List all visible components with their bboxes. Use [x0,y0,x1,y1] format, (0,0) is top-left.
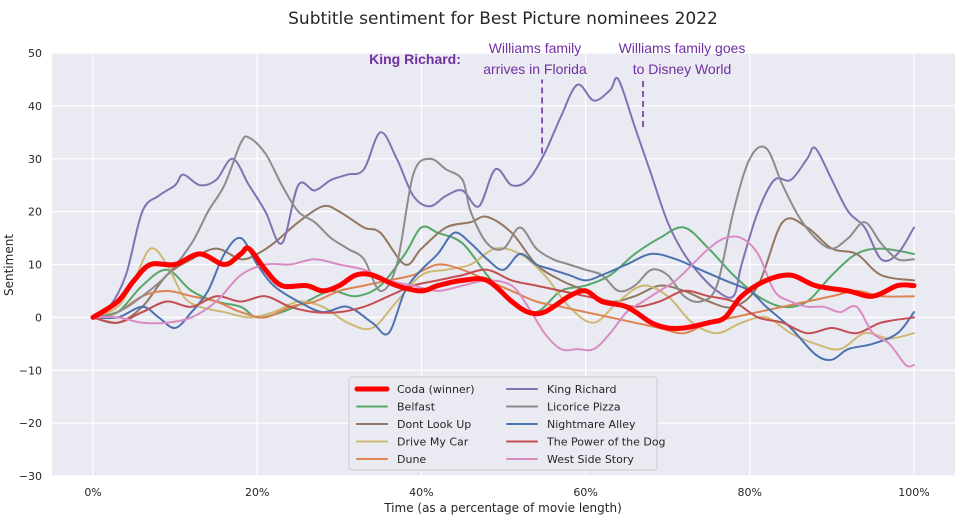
legend-label: Licorice Pizza [547,401,621,414]
series-line-belfast [92,225,915,319]
chart-title: Subtitle sentiment for Best Picture nomi… [288,9,718,29]
legend-label: The Power of the Dog [546,436,666,449]
y-tick-label: −10 [19,364,42,377]
legend-label: Belfast [397,401,436,414]
legend-label: King Richard [547,383,617,396]
x-tick-label: 60% [573,486,597,499]
y-tick-label: 0 [35,311,42,324]
y-tick-label: 20 [28,206,42,219]
legend-label: Coda (winner) [397,383,475,396]
series-lines [90,76,917,368]
annotation-text: Williams family goes [619,40,746,56]
y-axis-label: Sentiment [2,234,16,296]
series-line-nightmare-alley [92,231,915,361]
x-tick-label: 100% [898,486,929,499]
legend: Coda (winner) Belfast Dont Look Up Drive My… [348,376,666,471]
y-tick-label: 40 [28,100,42,113]
y-tick-labels: −30 −20 −10 0 10 20 30 40 50 [19,47,42,483]
x-tick-label: 0% [84,486,101,499]
y-tick-label: −20 [19,417,42,430]
series-line-dont-look-up [92,204,915,324]
annotation-label: King Richard: [369,51,461,67]
series-line-the-power-of-the-dog [92,268,915,335]
x-tick-label: 20% [245,486,269,499]
legend-label: Nightmare Alley [547,418,636,431]
series-line-west-side-story [92,235,915,368]
x-tick-labels: 0% 20% 40% 60% 80% 100% [84,486,929,499]
legend-label: West Side Story [547,453,634,466]
series-line-licorice-pizza [92,135,915,319]
x-tick-label: 40% [409,486,433,499]
y-tick-label: 50 [28,47,42,60]
x-axis-label: Time (as a percentage of movie length) [383,501,622,515]
annotation-text: to Disney World [633,61,732,77]
x-tick-label: 80% [738,486,762,499]
annotation-text: Williams family [489,40,582,56]
annotations: King Richard: Williams family arrives in F… [369,40,746,154]
legend-label: Dont Look Up [397,418,471,431]
y-tick-label: 10 [28,259,42,272]
legend-label: Drive My Car [397,436,469,449]
legend-box [348,376,658,471]
annotation-text: arrives in Florida [483,61,587,77]
y-tick-label: −30 [19,470,42,483]
y-tick-label: 30 [28,153,42,166]
legend-label: Dune [397,453,426,466]
series-line-coda-winner [90,245,917,332]
